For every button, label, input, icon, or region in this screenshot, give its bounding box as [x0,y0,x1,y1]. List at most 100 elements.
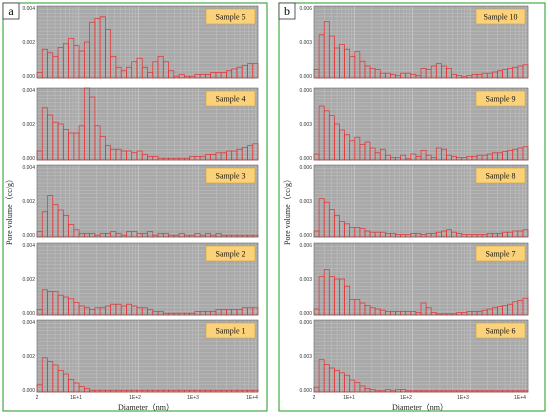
subplot-a-1-bar [157,157,164,161]
subplot-a-4-bar [62,373,69,393]
subplot-a-0-bar [247,63,254,79]
subplot-a-4-bar [57,370,64,393]
subplot-b-4-ytick: 0.000 [299,388,312,394]
subplot-b-0-bar [318,34,325,79]
subplot-a-4-bar [247,389,254,393]
subplot-a-0-bar [120,70,127,79]
subplot-b-1-bar [471,156,478,161]
subplot-b-0-label: Sample 10 [484,13,518,22]
subplot-b-1-bar [410,153,417,161]
subplot-b-3-bar [354,299,361,316]
subplot-a-3-bar [41,289,48,316]
subplot-b-1-bar [451,156,458,161]
subplot-a-3-bar [178,312,185,316]
subplot-a-4-bar [68,379,75,393]
subplot-b-1-bar [497,152,503,161]
subplot-b-0-bar [405,72,412,79]
subplot-b-1-bar [491,152,498,161]
subplot-a-1-bar [147,156,154,161]
subplot-a-2-bar [157,233,164,238]
subplot-a-0-bar [157,56,164,79]
subplot-b-3-bar [344,285,351,316]
subplot-b-1-frame [313,87,529,161]
subplot-a-4-bar [89,389,96,393]
subplot-a-2-bar [36,231,43,238]
subplot-b-4-bar [339,372,345,393]
subplot-a-2-bar [110,231,117,238]
subplot-b-2-ytick: 0.006 [299,165,312,171]
subplot-a-2-bar [252,234,259,238]
subplot-a-2-bar [99,233,106,238]
subplot-a-2-bar [47,195,54,238]
subplot-b-3-bar [461,312,468,316]
subplot-a-4-bar [205,389,211,393]
subplot-a-0-bar [178,74,185,79]
subplot-a-2-bar [147,231,154,238]
subplot-b-1-bar [354,136,361,161]
subplot-b-1-bar [369,147,376,161]
subplot-a-2-bar [73,229,80,238]
subplot-a-3-bar [236,309,243,316]
panel-b-xtick-4: 1E+4 [514,395,526,401]
subplot-a-1-bar [94,125,101,161]
subplot-a-4-bar [173,389,180,393]
subplot-a-1-bar [62,129,69,161]
subplot-a-0-bar [252,63,259,79]
subplot-a-1-bar [189,156,196,161]
subplot-a-4-bar [194,389,201,393]
subplot-b-0-label-box [475,8,526,25]
subplot-a-1-bar [205,154,211,161]
subplot-a-1-bar [173,157,180,161]
subplot-b-1-bar [364,141,371,161]
subplot-a-0-bar [189,75,196,79]
subplot-b-2-bar [456,233,463,238]
subplot-a-1-bar [247,145,254,161]
subplot-b-3-label: Sample 7 [486,250,516,259]
subplot-a-1-frame [36,87,259,161]
subplot-b-0-bar [522,64,529,79]
subplot-a-2-bar [136,233,143,238]
subplot-b-1-ytick: 0.000 [299,156,312,162]
subplot-a-4-bar [189,389,196,393]
subplot-b-2-bar [512,230,519,238]
subplot-b-0-bar [410,74,417,79]
subplot-a-1-bar [52,121,59,161]
subplot-b-3-bar [517,300,524,316]
subplot-a-1-bar [162,157,169,161]
subplot-b-1-bar [456,157,463,161]
subplot-b-1-bar [512,148,519,161]
subplot-a-0-bar [78,50,85,79]
subplot-b-4-label-box [475,322,526,339]
subplot-b-3-bar [486,308,493,316]
subplot-a-3-bar [152,311,159,316]
subplot-b-0: 0.006 0.003 0.000 Sample 10 [299,5,529,80]
subplot-a-0-bar [220,72,227,79]
subplot-a-4-bar [47,361,54,393]
subplot-a-4-bar [157,389,164,393]
subplot-b-0-bar [502,69,508,79]
subplot-a-0-bar [236,66,243,79]
subplot-b-2-bar [390,233,396,238]
subplot-b-3-bar [420,302,427,316]
subplot-a-4-bar [226,389,233,393]
subplot-a-2-bar [241,234,248,238]
subplot-a-1: 0.004 0.002 0.000 Sample 4 [22,87,259,162]
subplot-a-2-bar [194,233,201,238]
subplot-a-1-bar [141,154,148,161]
subplot-a-4-bar [136,389,143,393]
subplot-b-3-label-box [475,245,526,262]
subplot-b-0-bar [441,65,447,79]
subplot-a-1-bar [78,125,85,161]
subplot-a-3-bar [231,309,238,316]
subplot-a-4-bar [152,389,159,393]
subplot-b-1-bar [313,153,320,161]
subplot-a-4-bar [147,389,154,393]
subplot-a-2-ytick: 0.004 [22,165,35,171]
subplot-b-0-bar [451,74,458,79]
subplot-b-3-bar [395,311,401,316]
subplot-a-4-bar [178,389,185,393]
subplot-b-3-ytick: 0.003 [299,277,312,283]
subplot-b-2-bar [364,230,371,238]
subplot-b-4-bar [328,367,335,393]
subplot-a-2-bar [94,234,101,238]
